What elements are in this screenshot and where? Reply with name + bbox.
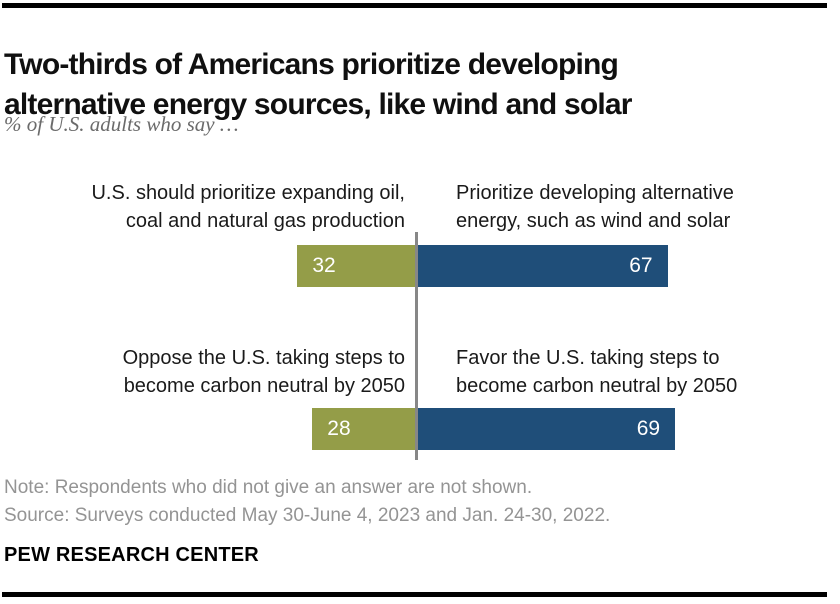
right-category-label: Prioritize developing alternative energy… — [456, 179, 816, 235]
label-line: Oppose the U.S. taking steps to — [122, 347, 405, 369]
top-rule — [2, 3, 827, 8]
left-category-label: Oppose the U.S. taking steps to become c… — [0, 344, 405, 400]
left-category-label: U.S. should prioritize expanding oil, co… — [0, 179, 405, 235]
bar-favor-carbon-neutral: 69 — [417, 408, 676, 450]
bar-oppose-carbon-neutral: 28 — [312, 408, 417, 450]
right-category-label: Favor the U.S. taking steps to become ca… — [456, 344, 816, 400]
label-line: Favor the U.S. taking steps to — [456, 347, 720, 369]
label-line: become carbon neutral by 2050 — [456, 375, 738, 397]
bar-value-label: 67 — [629, 254, 653, 277]
chart-subtitle: % of U.S. adults who say … — [4, 112, 239, 136]
label-line: U.S. should prioritize expanding oil, — [91, 182, 405, 204]
label-line: coal and natural gas production — [125, 210, 405, 232]
bar-pair-energy: 32 67 — [0, 245, 840, 287]
bottom-rule — [2, 592, 827, 597]
center-axis-divider — [415, 232, 418, 460]
title-line-2: alternative energy sources, like wind an… — [4, 88, 632, 122]
source-text: Source: Surveys conducted May 30-June 4,… — [4, 505, 611, 526]
label-line: Prioritize developing alternative — [456, 182, 734, 204]
bar-value-label: 32 — [312, 254, 336, 277]
bar-pair-carbon-neutral: 28 69 — [0, 408, 840, 450]
category-labels-row-energy: U.S. should prioritize expanding oil, co… — [0, 179, 840, 237]
bar-value-label: 69 — [636, 417, 661, 440]
bar-oil-gas: 32 — [297, 245, 417, 287]
category-labels-row-carbon: Oppose the U.S. taking steps to become c… — [0, 344, 840, 402]
label-line: become carbon neutral by 2050 — [123, 375, 405, 397]
title-line-1: Two-thirds of Americans prioritize devel… — [4, 48, 619, 82]
note-text: Note: Respondents who did not give an an… — [4, 477, 533, 498]
bar-value-label: 28 — [327, 417, 351, 440]
pew-research-center-wordmark: PEW RESEARCH CENTER — [4, 544, 259, 566]
label-line: energy, such as wind and solar — [456, 210, 731, 232]
page-title: Two-thirds of Americans prioritize devel… — [4, 45, 804, 125]
bar-alternative-energy: 67 — [417, 245, 668, 287]
